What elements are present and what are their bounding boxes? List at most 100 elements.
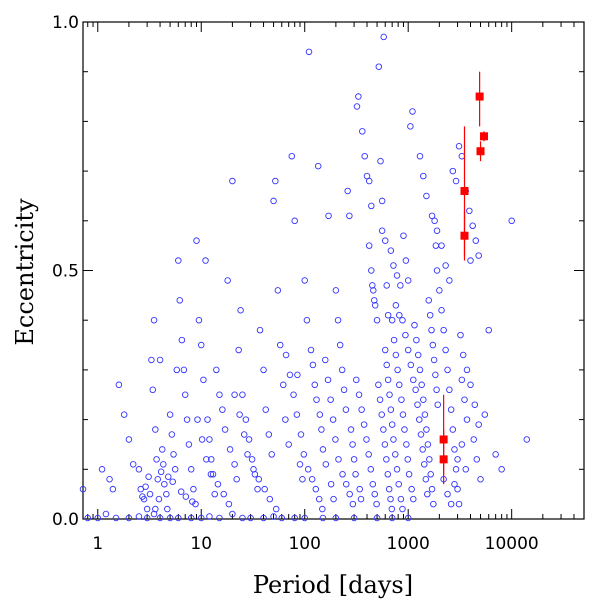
data-point	[266, 495, 274, 503]
data-point	[242, 416, 250, 423]
data-point	[152, 426, 159, 433]
data-point	[139, 493, 146, 500]
y-tick-label: 0.0	[52, 510, 79, 530]
data-point	[261, 485, 268, 493]
data-point	[190, 485, 197, 493]
data-point	[137, 485, 144, 493]
data-point	[378, 227, 386, 234]
data-point	[417, 431, 425, 438]
data-point	[371, 297, 378, 304]
data-point	[142, 483, 149, 490]
data-point	[282, 351, 290, 359]
data-point	[163, 490, 170, 498]
data-point	[388, 514, 396, 522]
data-point	[433, 386, 440, 394]
data-point	[350, 514, 358, 522]
data-point	[327, 480, 335, 488]
highlight-point	[476, 147, 485, 156]
data-point	[452, 466, 460, 473]
data-point	[452, 177, 460, 185]
data-point	[423, 426, 430, 433]
data-point	[106, 475, 113, 483]
data-point	[423, 192, 430, 200]
data-point	[185, 441, 193, 448]
data-point	[176, 297, 184, 304]
data-point	[385, 485, 393, 493]
data-point	[416, 416, 423, 423]
data-point	[463, 416, 471, 423]
data-point	[438, 307, 445, 314]
data-point	[388, 505, 396, 513]
data-point	[255, 475, 263, 483]
data-point	[159, 446, 166, 453]
data-point	[286, 371, 294, 379]
data-point	[368, 202, 375, 210]
data-point	[353, 376, 360, 384]
data-point	[329, 416, 337, 423]
data-point	[455, 142, 463, 150]
data-point	[224, 277, 231, 284]
data-point	[436, 287, 443, 294]
data-point	[407, 361, 415, 369]
data-point	[419, 446, 426, 453]
data-point	[431, 217, 438, 225]
data-point	[416, 152, 424, 160]
data-point	[380, 33, 387, 41]
data-point	[429, 341, 437, 349]
data-point	[403, 441, 410, 448]
data-point	[387, 406, 395, 413]
data-point	[181, 391, 189, 399]
data-point	[152, 505, 159, 513]
data-point	[270, 197, 277, 205]
data-point	[274, 287, 282, 294]
data-point	[356, 485, 363, 493]
data-point	[365, 451, 372, 458]
data-point	[392, 451, 399, 458]
data-point	[244, 451, 251, 458]
data-point	[390, 436, 397, 443]
data-point	[98, 466, 106, 473]
data-point	[397, 282, 404, 289]
data-point	[433, 227, 441, 234]
data-point	[384, 376, 392, 384]
data-point	[262, 406, 269, 413]
data-point	[276, 341, 284, 349]
data-point	[344, 187, 351, 195]
data-point	[297, 431, 305, 438]
data-point	[392, 302, 400, 309]
data-point	[498, 466, 505, 473]
data-point	[402, 257, 410, 264]
data-point	[353, 103, 361, 110]
data-point	[433, 267, 441, 274]
data-point	[194, 416, 201, 423]
data-point	[349, 500, 357, 508]
data-point	[235, 346, 242, 354]
data-point	[156, 514, 164, 522]
data-point	[384, 471, 392, 478]
data-point	[166, 514, 174, 522]
data-point	[247, 514, 254, 522]
data-point	[342, 406, 350, 413]
data-point	[231, 461, 238, 468]
data-point	[424, 441, 432, 448]
data-point	[386, 391, 393, 399]
data-point	[428, 212, 436, 220]
data-point	[203, 456, 210, 463]
highlight-point	[460, 186, 469, 195]
x-axis-title: Period [days]	[253, 571, 413, 599]
data-point	[442, 262, 449, 269]
data-point	[322, 356, 329, 364]
data-point	[115, 381, 123, 389]
data-point	[447, 406, 455, 413]
data-point	[361, 152, 368, 160]
data-point	[449, 167, 457, 175]
x-tick-label: 10000	[485, 534, 539, 554]
data-point	[481, 411, 489, 418]
data-point	[399, 316, 406, 324]
data-point	[442, 346, 449, 354]
data-point	[237, 307, 244, 314]
y-tick-label: 0.5	[52, 262, 79, 282]
data-point	[454, 456, 461, 463]
data-point	[376, 396, 384, 403]
data-point	[285, 441, 292, 448]
